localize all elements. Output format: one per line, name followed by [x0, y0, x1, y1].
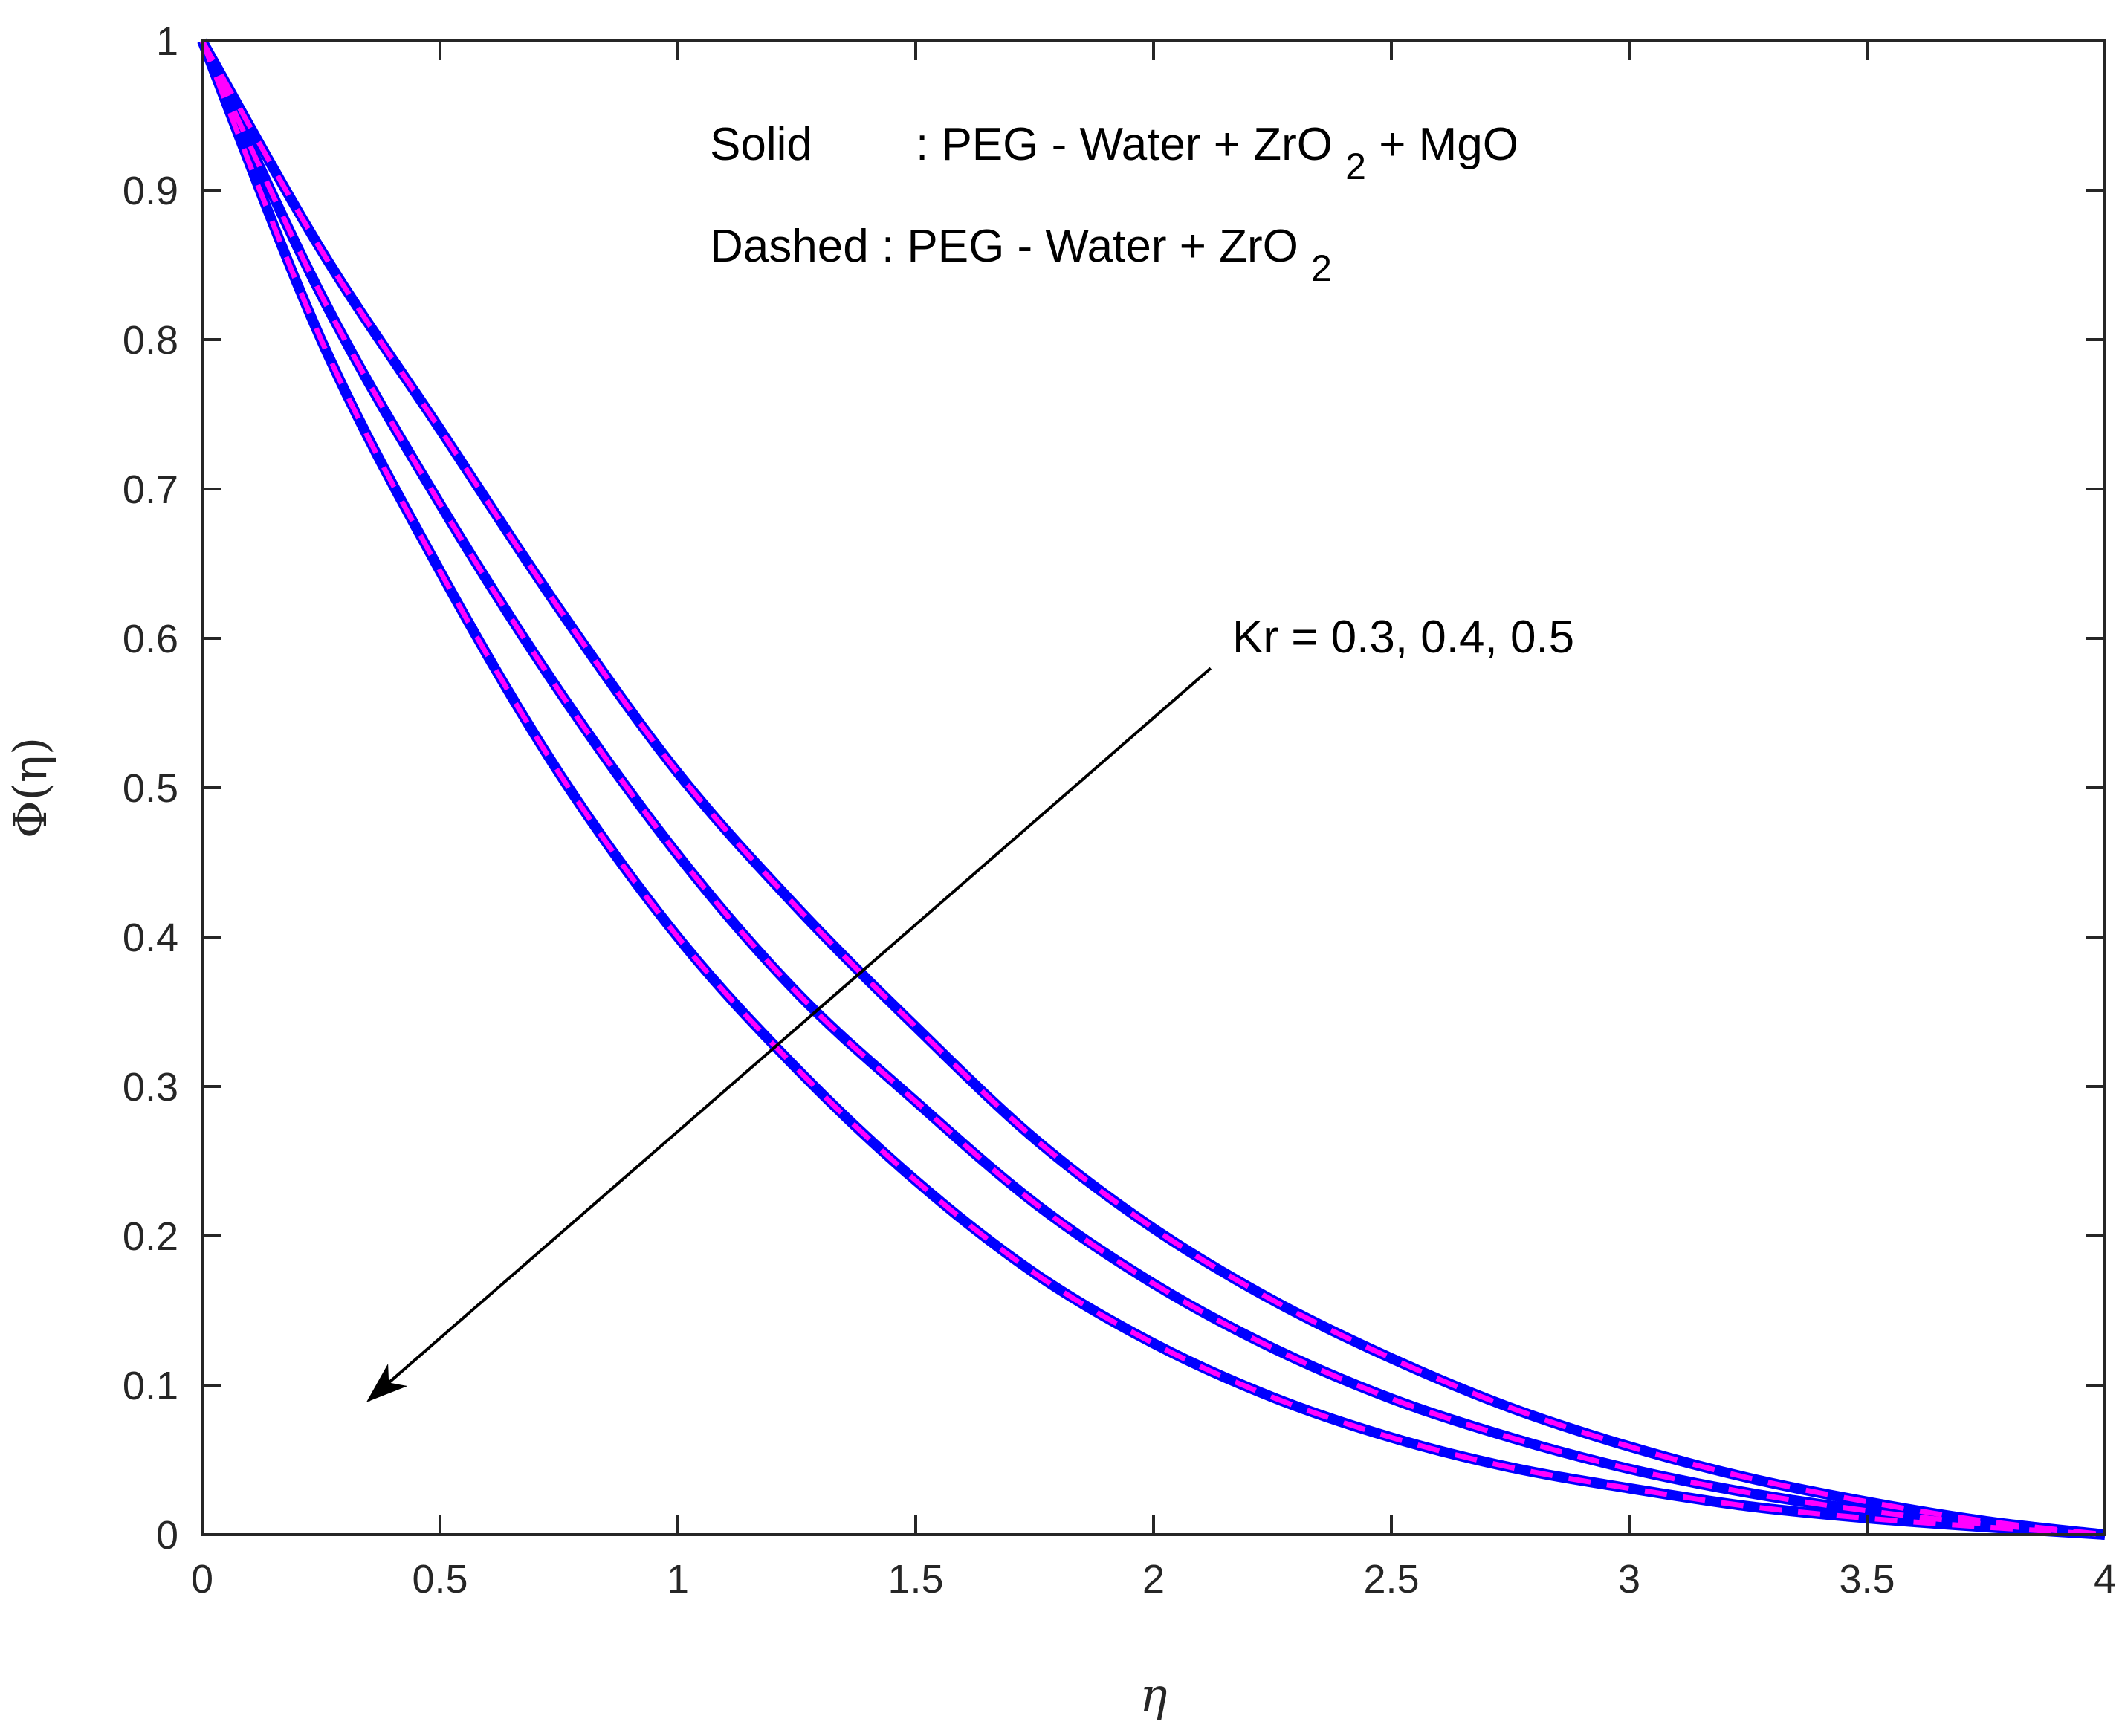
series-line-6 — [199, 39, 2106, 1538]
kr-arrow-label: Kr = 0.3, 0.4, 0.5 — [1232, 612, 1574, 663]
legend-solid-tail: + MgO — [1379, 119, 1518, 170]
tick-layer: 0 0.5 1 1.5 2 2.5 3 3.5 4 0 0.1 0.2 0.3 0.4 0.5 0.6 0.7 0… — [123, 19, 2116, 1601]
series-line-4 — [199, 39, 2106, 1538]
legend-solid-label: Solid — [710, 119, 812, 170]
legend-solid-subscript: 2 — [1345, 146, 1366, 187]
annotation-layer: Solid : PEG - Water + ZrO 2 + MgO Dashed… — [366, 119, 1574, 1402]
legend-solid-desc: : PEG - Water + ZrO — [916, 119, 1333, 170]
x-tick-label: 0.5 — [412, 1557, 468, 1601]
legend-solid-line: Solid : PEG - Water + ZrO 2 + MgO — [710, 119, 1518, 190]
x-tick-label: 1.5 — [887, 1557, 943, 1601]
y-tick-label: 1 — [156, 19, 178, 64]
x-tick-label: 3.5 — [1839, 1557, 1895, 1601]
x-tick-label: 4 — [2094, 1557, 2116, 1601]
x-tick-label: 2 — [1142, 1557, 1165, 1601]
series-line-5 — [199, 39, 2106, 1538]
y-tick-label: 0.9 — [123, 169, 178, 213]
x-tick-label: 3 — [1618, 1557, 1640, 1601]
y-tick-label: 0.5 — [123, 766, 178, 811]
y-tick-label: 0.1 — [123, 1364, 178, 1408]
y-tick-label: 0.4 — [123, 916, 178, 960]
y-axis-title: Φ(η) — [3, 737, 57, 838]
series-layer — [197, 38, 2106, 1540]
kr-arrow — [366, 667, 1212, 1402]
x-tick-label: 0 — [191, 1557, 213, 1601]
y-tick-label: 0.8 — [123, 318, 178, 363]
legend-dashed-label: Dashed — [710, 221, 869, 272]
y-tick-label: 0.3 — [123, 1065, 178, 1110]
y-tick-label: 0.2 — [123, 1214, 178, 1259]
x-tick-label: 1 — [667, 1557, 689, 1601]
y-tick-label: 0 — [156, 1513, 178, 1558]
y-tick-label: 0.7 — [123, 467, 178, 512]
legend-dashed-subscript: 2 — [1311, 247, 1332, 289]
plot-frame — [201, 39, 2106, 1536]
x-tick-label: 2.5 — [1363, 1557, 1419, 1601]
legend-dashed-desc: : PEG - Water + ZrO — [882, 221, 1298, 272]
x-axis-title: η — [1139, 1668, 1167, 1722]
legend-dashed-line: Dashed : PEG - Water + ZrO 2 — [710, 221, 1332, 289]
y-tick-label: 0.6 — [123, 617, 178, 661]
